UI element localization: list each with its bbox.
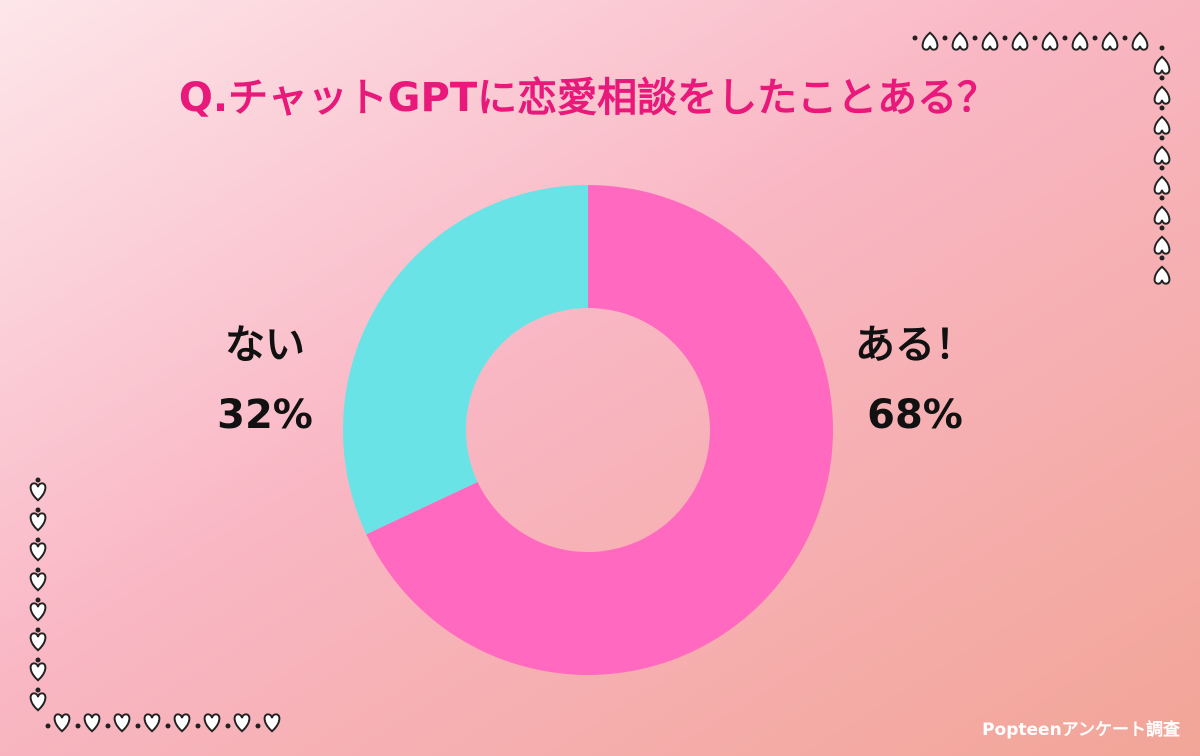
source: Popteenアンケート調査 [982, 719, 1181, 740]
dot [35, 687, 41, 693]
dot [35, 597, 41, 603]
dot [1032, 35, 1038, 41]
dot [1062, 35, 1068, 41]
dot [1159, 225, 1165, 231]
dot [1159, 75, 1165, 81]
chart-title: Q.チャットGPTに恋愛相談をしたことある？ [179, 75, 997, 121]
dot [1122, 35, 1128, 41]
dot [1159, 105, 1165, 111]
dot [1159, 195, 1165, 201]
dot [912, 35, 918, 41]
dot [35, 627, 41, 633]
dot [1159, 255, 1165, 261]
donut [342, 184, 833, 675]
dot [942, 35, 948, 41]
donut-slice [342, 184, 588, 535]
dot [225, 723, 231, 729]
value-label: 68% [867, 392, 963, 438]
dot [75, 723, 81, 729]
dot [195, 723, 201, 729]
category-label: ある！ [855, 322, 975, 368]
dot [1002, 35, 1008, 41]
dot [1092, 35, 1098, 41]
dot [35, 537, 41, 543]
dot [255, 723, 261, 729]
donut-slice [366, 185, 833, 675]
dot [1159, 45, 1165, 51]
dot [35, 657, 41, 663]
dot [35, 477, 41, 483]
dot [35, 507, 41, 513]
value-label: 32% [217, 392, 313, 438]
dot [135, 723, 141, 729]
heart-decoration [29, 31, 1171, 733]
dot [35, 567, 41, 573]
dot [45, 723, 51, 729]
dot [105, 723, 111, 729]
dot [165, 723, 171, 729]
dot [1159, 135, 1165, 141]
dot [1159, 165, 1165, 171]
dot [972, 35, 978, 41]
category-label: ない [225, 322, 305, 368]
